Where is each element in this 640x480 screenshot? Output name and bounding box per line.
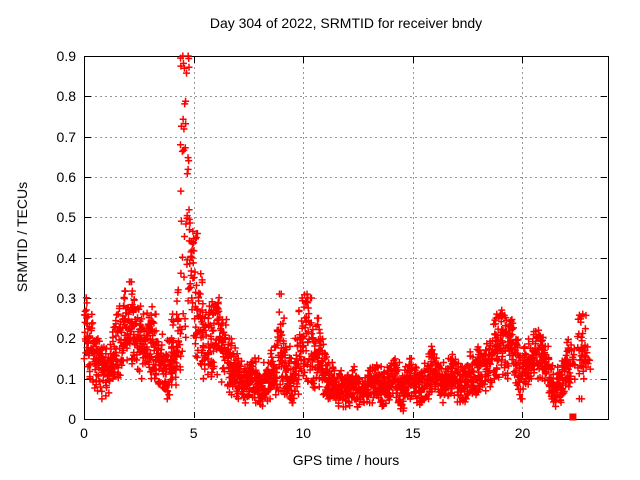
- y-tick-label: 0.8: [56, 88, 76, 105]
- y-axis-label: SRMTID / TECUs: [14, 181, 30, 293]
- y-tick-label: 0.7: [56, 128, 76, 145]
- y-tick-label: 0.2: [56, 330, 76, 347]
- y-tick-label: 0.3: [56, 290, 76, 306]
- x-tick-label: 15: [405, 425, 421, 441]
- y-tick-label: 0.1: [56, 370, 76, 387]
- x-tick-label: 20: [514, 425, 531, 441]
- chart-title: Day 304 of 2022, SRMTID for receiver bnd…: [209, 15, 483, 31]
- y-tick-label: 0.4: [56, 249, 76, 266]
- y-tick-label: 0: [68, 411, 76, 427]
- x-tick-label: 5: [189, 425, 198, 441]
- x-tick-label: 10: [295, 425, 312, 441]
- x-tick-label: 0: [80, 425, 88, 441]
- y-tick-label: 0.9: [56, 48, 76, 64]
- y-tick-label: 0.5: [56, 209, 76, 226]
- x-axis-label: GPS time / hours: [292, 452, 400, 468]
- y-tick-label: 0.6: [56, 169, 76, 185]
